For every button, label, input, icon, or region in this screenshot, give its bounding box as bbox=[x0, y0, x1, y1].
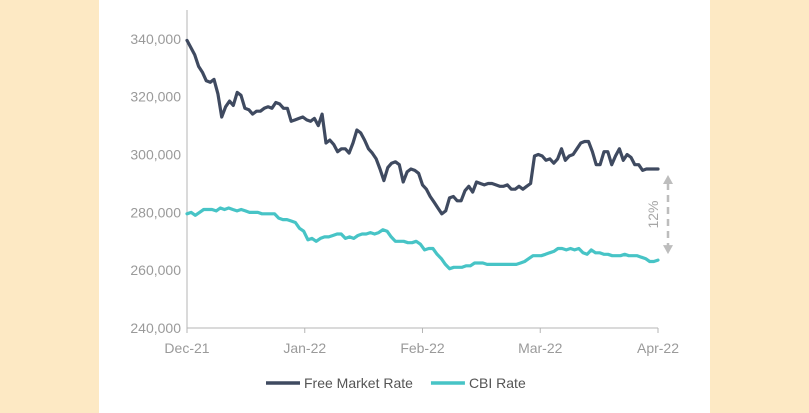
right-side-panel bbox=[710, 0, 809, 413]
x-tick-label: Apr-22 bbox=[637, 340, 679, 356]
left-side-panel bbox=[0, 0, 99, 413]
legend-item-cbi-rate: CBI Rate bbox=[430, 375, 526, 391]
annotation-label: 12% bbox=[645, 201, 661, 229]
y-axis: 240,000 260,000 280,000 300,000 320,000 340,0… bbox=[130, 10, 188, 336]
exchange-rate-line-chart: 240,000 260,000 280,000 300,000 320,000 340,0… bbox=[130, 10, 679, 391]
y-tick-label: 260,000 bbox=[130, 262, 181, 278]
y-tick: 340,000 bbox=[130, 31, 181, 47]
y-tick: 240,000 bbox=[130, 320, 181, 336]
x-tick-label: Dec-21 bbox=[164, 340, 209, 356]
gap-annotation: 12% bbox=[645, 175, 673, 255]
legend: Free Market Rate CBI Rate bbox=[266, 375, 526, 391]
y-tick: 280,000 bbox=[130, 204, 181, 220]
y-tick: 260,000 bbox=[130, 262, 181, 278]
arrow-down-icon bbox=[663, 245, 673, 255]
cbi-rate-line bbox=[185, 206, 660, 271]
y-tick-label: 320,000 bbox=[130, 89, 181, 105]
free-market-rate-line bbox=[185, 38, 660, 216]
y-tick-label: 280,000 bbox=[130, 204, 181, 220]
legend-item-free-market-rate: Free Market Rate bbox=[266, 375, 413, 391]
x-tick: Feb-22 bbox=[400, 328, 445, 356]
x-tick: Dec-21 bbox=[164, 328, 210, 356]
x-tick-label: Jan-22 bbox=[283, 340, 326, 356]
y-tick: 320,000 bbox=[130, 89, 181, 105]
y-tick: 300,000 bbox=[130, 147, 181, 163]
legend-label: Free Market Rate bbox=[304, 375, 413, 391]
y-tick-label: 300,000 bbox=[130, 147, 181, 163]
x-tick-label: Feb-22 bbox=[400, 340, 445, 356]
series-lines bbox=[185, 38, 660, 271]
y-tick-label: 340,000 bbox=[130, 31, 181, 47]
x-tick-label: Mar-22 bbox=[518, 340, 563, 356]
arrow-up-icon bbox=[663, 175, 673, 184]
legend-label: CBI Rate bbox=[469, 375, 526, 391]
x-tick: Apr-22 bbox=[637, 328, 679, 356]
x-axis: Dec-21 Jan-22 Feb-22 Mar-22 Apr-22 bbox=[164, 327, 679, 356]
x-tick: Mar-22 bbox=[518, 328, 563, 356]
x-tick: Jan-22 bbox=[283, 328, 326, 356]
y-tick-label: 240,000 bbox=[130, 320, 181, 336]
